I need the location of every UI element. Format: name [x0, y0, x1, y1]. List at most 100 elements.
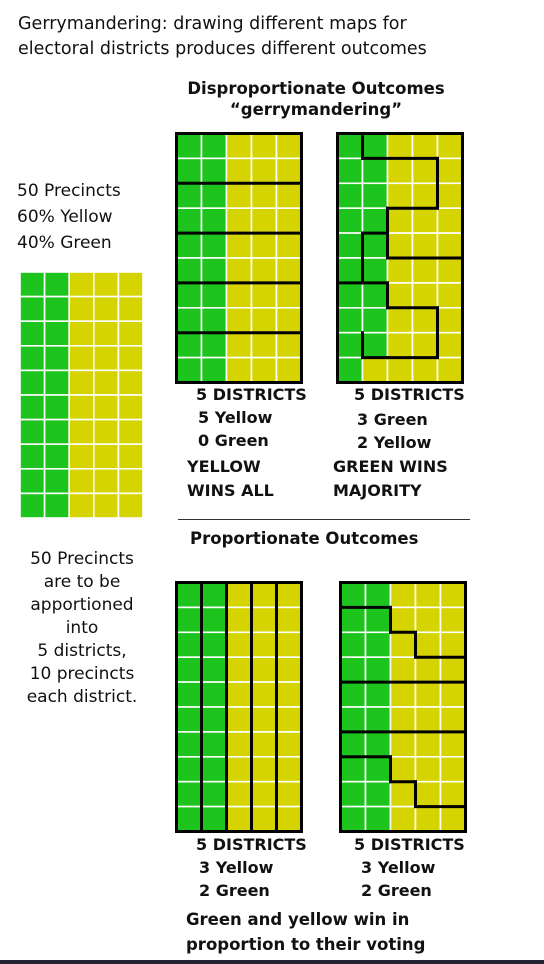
precinct-cell	[361, 307, 389, 334]
precinct-cell	[336, 207, 364, 234]
precinct-cell	[336, 307, 364, 334]
precinct-cell	[117, 492, 144, 519]
precinct-cell	[386, 257, 414, 284]
precinct-cell	[175, 805, 203, 833]
precinct-cell	[250, 331, 278, 359]
precinct-cell	[275, 805, 303, 833]
precinct-cell	[411, 182, 439, 209]
precinct-cell	[339, 780, 367, 808]
precinct-cell	[175, 631, 203, 658]
precinct-cell	[43, 345, 71, 372]
precinct-cell	[68, 468, 95, 495]
precinct-cell	[275, 631, 303, 658]
precinct-cell	[68, 394, 95, 421]
prop-a-green-count: 2 Green	[199, 881, 270, 900]
precinct-cell	[414, 706, 442, 733]
precinct-cell	[225, 307, 253, 334]
gerry-b-yellow-count: 2 Yellow	[357, 433, 432, 452]
precinct-cell	[68, 418, 95, 446]
gerry-a-result: YELLOW WINS ALL	[187, 457, 274, 500]
precinct-cell	[386, 282, 414, 309]
precinct-cell	[68, 345, 95, 372]
precinct-cell	[43, 468, 71, 495]
prop-a-districts-label: 5 DISTRICTS	[196, 835, 307, 854]
precinct-cell	[389, 606, 417, 634]
precinct-grid	[20, 272, 144, 519]
precinct-cell	[339, 731, 367, 758]
precinct-cell	[68, 320, 95, 347]
precinct-cell	[200, 356, 228, 384]
precinct-cell	[386, 207, 414, 234]
precinct-cell	[436, 331, 464, 359]
precinct-cell	[117, 418, 144, 446]
precinct-cell	[336, 157, 364, 185]
precinct-cell	[250, 157, 278, 185]
precinct-cell	[20, 345, 46, 372]
precinct-cell	[414, 780, 442, 808]
gerrymander-map-yellow-wins	[175, 132, 303, 384]
precinct-cell	[93, 369, 120, 396]
precinct-cell	[386, 356, 414, 384]
precinct-cell	[339, 606, 367, 634]
prop-b-green-count: 2 Green	[361, 881, 432, 900]
precinct-cell	[389, 681, 417, 708]
map-border	[336, 132, 464, 384]
precinct-cell	[200, 805, 228, 833]
gerry-a-yellow-count: 5 Yellow	[198, 408, 273, 427]
precinct-cell	[414, 756, 442, 783]
precinct-cell	[117, 468, 144, 495]
precinct-cell	[386, 232, 414, 259]
gerry-b-districts-label: 5 DISTRICTS	[354, 385, 465, 404]
precinct-cell	[250, 731, 278, 758]
precinct-cell	[364, 631, 392, 658]
precinct-cell	[175, 581, 203, 609]
precinct-cell	[250, 132, 278, 160]
precinct-cell	[175, 232, 203, 259]
precinct-cell	[175, 132, 203, 160]
precinct-cell	[339, 631, 367, 658]
precinct-cell	[225, 731, 253, 758]
precinct-cell	[20, 492, 46, 519]
precinct-cell	[250, 282, 278, 309]
precinct-cell	[336, 282, 364, 309]
proportionate-map-columns	[175, 581, 303, 833]
precinct-cell	[361, 182, 389, 209]
precinct-cell	[200, 282, 228, 309]
precinct-cell	[439, 756, 467, 783]
gerry-a-districts-label: 5 DISTRICTS	[196, 385, 307, 404]
precinct-cell	[275, 780, 303, 808]
precinct-cell	[436, 132, 464, 160]
precinct-cell	[225, 631, 253, 658]
precinct-cell	[336, 331, 364, 359]
section-divider	[178, 519, 470, 520]
precinct-cell	[200, 780, 228, 808]
precinct-cell	[436, 307, 464, 334]
precinct-cell	[275, 656, 303, 683]
precinct-cell	[411, 157, 439, 185]
precinct-cell	[175, 331, 203, 359]
precinct-cell	[117, 443, 144, 470]
precinct-cell	[361, 157, 389, 185]
precinct-cell	[43, 320, 71, 347]
precinct-cell	[389, 631, 417, 658]
precinct-cell	[275, 331, 303, 359]
precinct-cell	[225, 581, 253, 609]
precinct-cell	[117, 369, 144, 396]
precinct-cell	[275, 257, 303, 284]
precinct-cell	[250, 307, 278, 334]
precinct-cell	[93, 394, 120, 421]
precinct-cell	[200, 207, 228, 234]
precinct-cell	[225, 257, 253, 284]
precinct-cell	[439, 805, 467, 833]
precinct-cell	[200, 606, 228, 634]
precinct-cell	[200, 681, 228, 708]
precinct-cell	[225, 756, 253, 783]
precinct-cell	[175, 282, 203, 309]
precinct-cell	[250, 756, 278, 783]
precinct-cell	[389, 731, 417, 758]
precinct-cell	[93, 468, 120, 495]
precinct-cell	[275, 706, 303, 733]
precinct-cell	[389, 780, 417, 808]
precinct-cell	[411, 132, 439, 160]
precinct-cell	[200, 257, 228, 284]
